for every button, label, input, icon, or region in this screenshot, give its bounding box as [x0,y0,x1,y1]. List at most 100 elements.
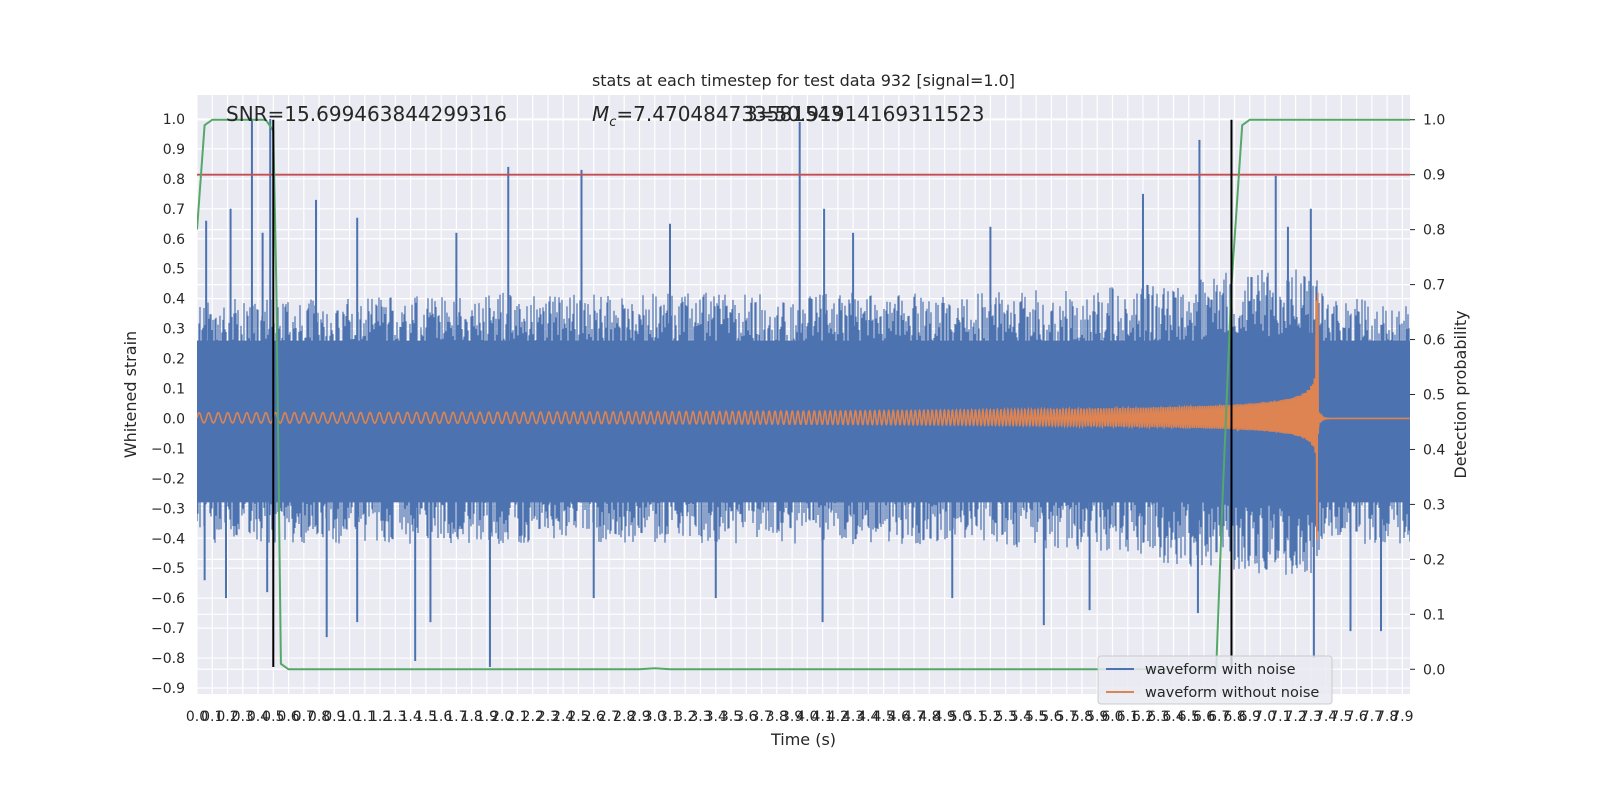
x-tick-label: 1.4 [399,709,421,725]
x-tick-label: 0.6 [277,709,299,725]
x-tick-label: 0.4 [247,709,269,725]
x-tick-label: 2.1 [506,709,528,725]
x-tick-label: 4.6 [888,709,910,725]
x-tick-label: 6.0 [1101,709,1123,725]
x-tick-label: 4.1 [811,709,833,725]
y2-axis-label: Detection probability [1451,310,1470,478]
y2-tick-label: 0.0 [1423,662,1445,678]
x-tick-label: 1.1 [354,709,376,725]
x-tick-label: 4.3 [842,709,864,725]
overlays [197,118,1410,671]
y-tick-label: 0.1 [163,382,185,398]
x-tick-label: 0.2 [216,709,238,725]
x-tick-label: 5.1 [964,709,986,725]
y-tick-label: −0.9 [151,681,185,697]
x-tick-label: 2.4 [552,709,574,725]
y2-tick-label: 0.4 [1423,442,1445,458]
clean-series [197,292,1410,541]
y2-tick-label: 0.6 [1423,333,1445,349]
x-tick-label: 5.0 [949,709,971,725]
x-tick-label: 6.1 [1117,709,1139,725]
y-tick-label: −0.5 [151,561,185,577]
x-tick-label: 0.9 [323,709,345,725]
x-tick-label: 5.7 [1056,709,1078,725]
x-tick-label: 5.5 [1025,709,1047,725]
x-tick-label: 7.3 [1300,709,1322,725]
x-tick-label: 2.2 [522,709,544,725]
x-tick-label: 7.6 [1345,709,1367,725]
x-tick-label: 0.5 [262,709,284,725]
x-tick-label: 6.9 [1239,709,1261,725]
x-tick-label: 3.7 [750,709,772,725]
x-tick-label: 7.4 [1315,709,1337,725]
x-tick-label: 3.4 [705,709,727,725]
x-tick-label: 0.1 [201,709,223,725]
snr-annotation: SNR=15.699463844299316 [226,102,507,126]
clean-waveform [197,292,1410,541]
x-tick-label: 3.5 [720,709,742,725]
x-tick-label: 2.8 [613,709,635,725]
x-tick-label: 4.4 [857,709,879,725]
y-tick-label: 0.6 [163,232,185,248]
x-tick-label: 6.6 [1193,709,1215,725]
y-tick-label: 0.7 [163,202,185,218]
x-tick-label: 7.0 [1254,709,1276,725]
x-tick-label: 7.2 [1284,709,1306,725]
x-tick-label: 6.2 [1132,709,1154,725]
x-tick-label: 6.4 [1162,709,1184,725]
x-tick-label: 1.5 [415,709,437,725]
y2-tick-label: 0.3 [1423,497,1445,513]
x-tick-label: 0.0 [186,709,208,725]
y2-tick-label: 0.5 [1423,388,1445,404]
x-tick-label: 0.7 [293,709,315,725]
x-tick-label: 2.9 [628,709,650,725]
x-tick-label: 3.2 [674,709,696,725]
x-tick-label: 3.8 [766,709,788,725]
x-tick-label: 5.8 [1071,709,1093,725]
x-tick-label: 1.3 [384,709,406,725]
x-tick-label: 1.6 [430,709,452,725]
x-axis-label: Time (s) [770,730,836,749]
y-tick-label: 0.0 [163,411,185,427]
plot-content [197,118,1410,671]
tick-labels: 0.00.10.20.30.40.50.60.70.80.91.01.11.21… [151,112,1445,725]
x-tick-label: 4.7 [903,709,925,725]
x-tick-label: 4.5 [872,709,894,725]
legend-label-clean: waveform without noise [1145,685,1319,701]
y-tick-label: −0.1 [151,441,185,457]
y-tick-label: −0.8 [151,651,185,667]
y-tick-label: 0.3 [163,322,185,338]
x-tick-label: 1.9 [476,709,498,725]
x-tick-label: 7.8 [1376,709,1398,725]
chart-title: stats at each timestep for test data 932… [592,71,1015,90]
x-tick-label: 0.8 [308,709,330,725]
x-tick-label: 5.2 [979,709,1001,725]
y2-tick-label: 0.2 [1423,552,1445,568]
x-tick-label: 2.5 [567,709,589,725]
x-tick-label: 4.0 [796,709,818,725]
x-tick-label: 1.7 [445,709,467,725]
y-tick-label: 0.8 [163,172,185,188]
x-tick-label: 2.7 [598,709,620,725]
y-tick-label: 0.4 [163,292,185,308]
legend-box [1097,655,1333,705]
x-tick-label: 5.9 [1086,709,1108,725]
y-tick-label: 0.5 [163,262,185,278]
y2-tick-label: 0.9 [1423,168,1445,184]
x-tick-label: 5.6 [1040,709,1062,725]
y-tick-label: 1.0 [163,112,185,128]
mc-value: =7.470484733581543 [616,102,843,126]
legend-label-noise: waveform with noise [1145,662,1296,678]
y-tick-label: −0.7 [151,621,185,637]
chirp-mass-annotation: Mc=7.470484733581543 [592,102,843,130]
x-tick-label: 7.7 [1361,709,1383,725]
x-tick-label: 0.3 [232,709,254,725]
overlap-annotation: 3=50.91914169311523 [745,102,984,126]
x-tick-label: 3.1 [659,709,681,725]
y2-tick-label: 0.1 [1423,607,1445,623]
x-tick-label: 4.9 [934,709,956,725]
mc-symbol: M [592,102,609,126]
y2-tick-label: 0.8 [1423,223,1445,239]
x-tick-label: 7.9 [1391,709,1413,725]
